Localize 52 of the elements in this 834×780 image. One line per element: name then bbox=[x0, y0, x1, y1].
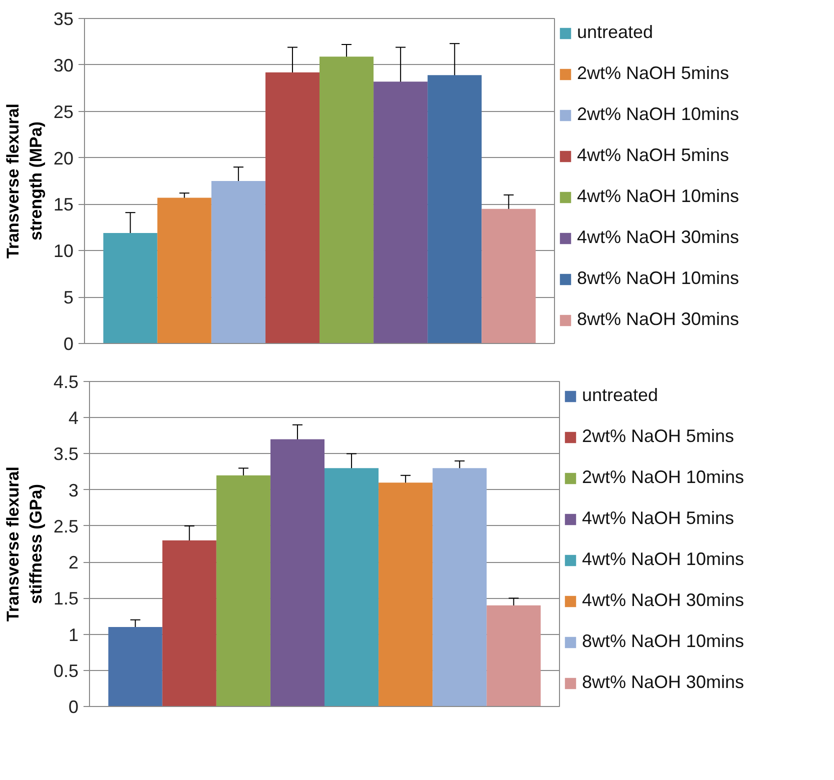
legend-label: 8wt% NaOH 10mins bbox=[582, 631, 744, 652]
legend-label: 4wt% NaOH 10mins bbox=[577, 186, 740, 207]
bar bbox=[211, 181, 266, 344]
bar bbox=[320, 56, 374, 344]
legend-label: untreated bbox=[582, 385, 658, 406]
legend-label: untreated bbox=[577, 22, 654, 43]
y-tick-label: 0.5 bbox=[53, 660, 79, 681]
legend-label: 8wt% NaOH 30mins bbox=[582, 672, 744, 693]
legend-label: 2wt% NaOH 5mins bbox=[577, 63, 730, 84]
bar bbox=[378, 482, 433, 706]
bar bbox=[374, 82, 428, 344]
y-tick-label: 1.5 bbox=[53, 588, 79, 609]
bar bbox=[103, 233, 158, 344]
legend-label: 4wt% NaOH 30mins bbox=[582, 590, 744, 611]
bar bbox=[324, 468, 379, 706]
y-axis-title: Transverse flexural stiffness (GPa) bbox=[4, 466, 46, 622]
bar bbox=[428, 75, 482, 344]
y-tick-label: 1 bbox=[68, 624, 79, 645]
y-tick-label: 0 bbox=[68, 697, 79, 717]
legend-label: 4wt% NaOH 5mins bbox=[577, 145, 730, 166]
y-tick-label: 15 bbox=[53, 194, 74, 215]
y-tick-label: 3 bbox=[68, 480, 79, 500]
bar bbox=[162, 540, 216, 706]
legend-label: 4wt% NaOH 30mins bbox=[577, 227, 740, 248]
y-tick-label: 35 bbox=[53, 9, 74, 29]
legend-label: 8wt% NaOH 30mins bbox=[577, 309, 740, 330]
bar bbox=[486, 605, 541, 706]
bar bbox=[108, 627, 162, 706]
y-tick-label: 5 bbox=[63, 288, 74, 308]
legend-label: 8wt% NaOH 10mins bbox=[577, 268, 740, 289]
bar bbox=[157, 198, 212, 344]
y-tick-label: 3.5 bbox=[53, 444, 79, 464]
legend-label: 2wt% NaOH 10mins bbox=[582, 467, 744, 488]
y-tick-label: 20 bbox=[53, 148, 74, 168]
y-axis-title: Transverse flexural strength (MPa) bbox=[4, 104, 46, 258]
y-tick-label: 10 bbox=[53, 241, 74, 262]
bar bbox=[265, 72, 320, 344]
legend-label: 4wt% NaOH 5mins bbox=[582, 508, 734, 529]
y-tick-label: 25 bbox=[53, 102, 74, 122]
legend-label: 4wt% NaOH 10mins bbox=[582, 549, 744, 570]
y-tick-label: 0 bbox=[63, 334, 74, 354]
bar bbox=[432, 468, 487, 706]
y-tick-label: 2 bbox=[68, 552, 79, 573]
legend-label: 2wt% NaOH 5mins bbox=[582, 426, 734, 447]
bar bbox=[216, 475, 270, 706]
y-tick-label: 2.5 bbox=[53, 516, 79, 536]
y-tick-label: 30 bbox=[53, 55, 74, 76]
bar bbox=[270, 439, 324, 706]
legend-label: 2wt% NaOH 10mins bbox=[577, 104, 740, 125]
y-tick-label: 4 bbox=[68, 408, 79, 428]
bar bbox=[482, 208, 536, 344]
y-tick-label: 4.5 bbox=[53, 372, 79, 392]
